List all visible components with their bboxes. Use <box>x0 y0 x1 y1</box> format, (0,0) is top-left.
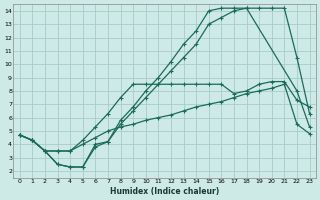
X-axis label: Humidex (Indice chaleur): Humidex (Indice chaleur) <box>110 187 219 196</box>
